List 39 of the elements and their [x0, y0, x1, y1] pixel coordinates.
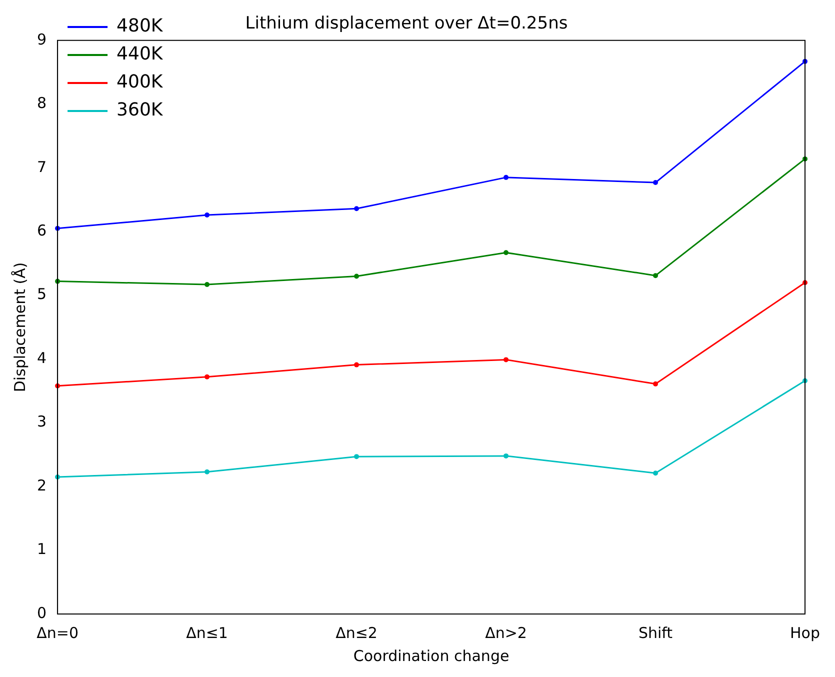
point	[354, 454, 360, 460]
y-axis-title: Displacement (Å)	[10, 262, 29, 392]
point	[204, 212, 210, 218]
point	[354, 206, 360, 212]
y-tick-label: 9	[36, 30, 47, 48]
point	[504, 250, 509, 256]
y-tick-label: 6	[36, 221, 47, 240]
y-tick-label: 4	[36, 348, 47, 367]
point	[354, 274, 360, 279]
chart-title: Lithium displacement over Δt=0.25ns	[245, 14, 568, 34]
y-tick-label: 1	[36, 540, 47, 558]
x-axis-title: Coordination change	[353, 646, 510, 665]
y-tick-label: 2	[36, 476, 47, 494]
legend-label: 360K	[116, 100, 164, 121]
point	[354, 362, 360, 368]
legend-label: 440K	[116, 44, 164, 65]
point	[653, 273, 658, 278]
y-tick-label: 7	[36, 158, 47, 176]
x-tick-label: Δn≤2	[336, 624, 378, 642]
point	[504, 357, 509, 362]
y-tick-label: 8	[36, 94, 47, 112]
point	[204, 374, 210, 380]
legend-label: 480K	[116, 16, 164, 37]
point	[653, 470, 658, 476]
legend-label: 400K	[116, 72, 164, 93]
y-tick-label: 5	[36, 285, 47, 304]
x-tick-label: Δn≤1	[186, 624, 228, 642]
x-tick-label: Hop	[790, 624, 820, 642]
point	[204, 282, 210, 287]
point	[504, 174, 509, 180]
y-tick-label: 0	[36, 604, 47, 622]
y-tick-label: 3	[36, 412, 47, 431]
x-tick-label: Δn>2	[485, 624, 527, 642]
x-tick-label: Shift	[638, 624, 673, 642]
point	[653, 381, 658, 386]
point	[204, 469, 210, 474]
point	[653, 180, 658, 186]
x-tick-label: Δn=0	[36, 624, 78, 642]
point	[504, 453, 509, 458]
